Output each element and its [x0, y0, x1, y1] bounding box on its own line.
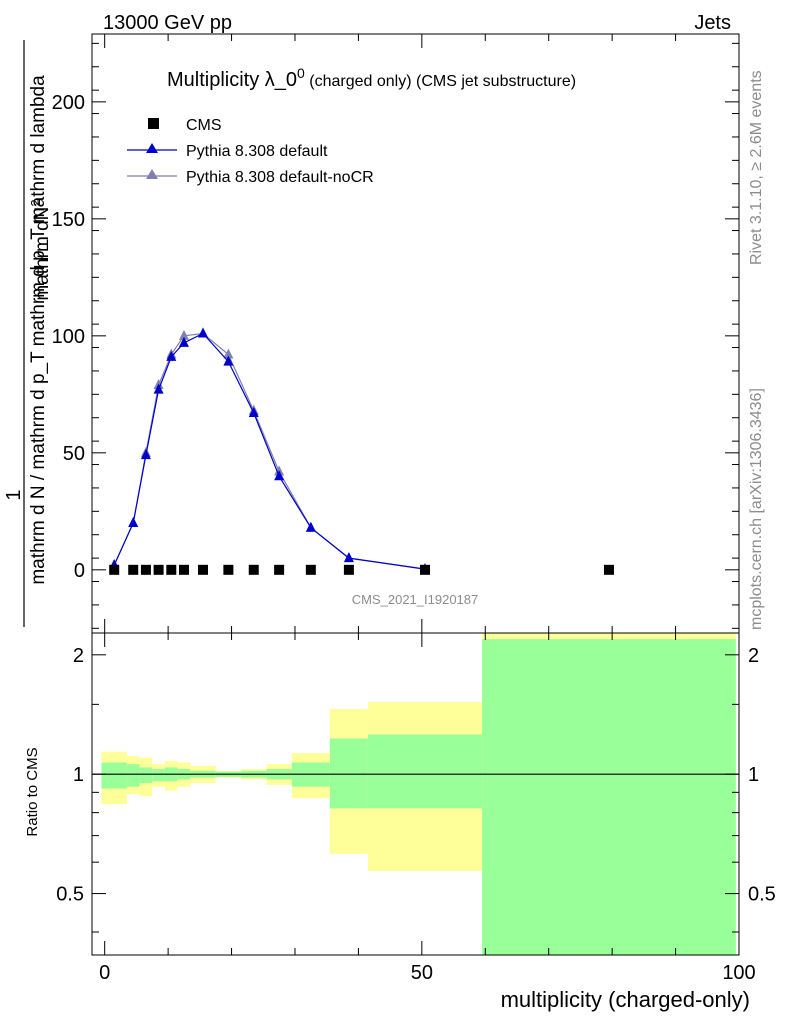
ratio-y-tick-label: 2: [73, 645, 84, 667]
x-tick-label: 0: [99, 962, 110, 984]
data-point-cms: [166, 564, 177, 575]
ratio-y-label: Ratio to CMS: [24, 747, 41, 836]
x-tick-label: 100: [722, 962, 755, 984]
data-point-default: [166, 350, 177, 361]
ratio-inner-band: [482, 639, 736, 955]
data-point-cms: [603, 564, 614, 575]
ratio-inner-band: [329, 738, 368, 809]
data-point-cms: [140, 564, 151, 575]
data-point-cms: [274, 564, 285, 575]
y-label-numerator-sup: 2: [28, 199, 43, 206]
rivet-version-label: Rivet 3.1.10, ≥ 2.6M events: [748, 70, 765, 265]
mcplots-label: mcplots.cern.ch [arXiv:1306.3436]: [748, 388, 765, 630]
main-y-tick-label: 200: [52, 92, 85, 114]
data-point-default: [305, 521, 316, 532]
data-point-cms: [178, 564, 189, 575]
plot-title-sub: (charged only) (CMS jet substructure): [305, 73, 576, 90]
data-point-default: [153, 383, 164, 394]
y-label-numerator: mathrm dN2: [28, 199, 53, 300]
plot-title: Multiplicity λ_00 (charged only) (CMS je…: [167, 65, 576, 91]
data-point-default: [343, 552, 354, 563]
ratio-inner-band: [139, 767, 153, 784]
ratio-tick-marks: 0.5 0.5 1 1 2 2 0 50 100: [56, 633, 776, 984]
ratio-bands: [92, 633, 739, 955]
ratio-panel: 0.5 0.5 1 1 2 2 0 50 100 Ratio to CMS multiplici…: [24, 632, 776, 1012]
legend-nocr-label: Pythia 8.308 default-noCR: [186, 169, 374, 186]
data-point-cms: [248, 564, 259, 575]
legend-default-label: Pythia 8.308 default: [186, 143, 328, 160]
data-point-cms: [223, 564, 234, 575]
ratio-y-tick-label: 0.5: [56, 884, 84, 906]
ratio-y-tick-label-right: 2: [748, 645, 759, 667]
legend-default-marker: [146, 143, 158, 153]
x-axis-label: multiplicity (charged-only): [501, 987, 750, 1012]
data-point-default: [198, 327, 209, 338]
y-label-numerator-text: mathrm dN: [32, 207, 53, 301]
data-point-cms: [420, 564, 431, 575]
analysis-watermark: CMS_2021_I1920187: [352, 592, 479, 607]
data-point-cms: [198, 564, 209, 575]
ratio-frame: [91, 632, 740, 956]
ratio-y-tick-label: 1: [73, 764, 84, 786]
ratio-inner-band: [126, 764, 140, 787]
legend: CMS Pythia 8.308 default Pythia 8.308 de…: [127, 117, 374, 186]
series-line-default: [113, 332, 426, 570]
data-point-cms: [109, 564, 120, 575]
data-point-default: [140, 449, 151, 460]
ratio-inner-band: [101, 762, 127, 789]
legend-cms-label: CMS: [186, 117, 222, 134]
ratio-inner-band: [152, 769, 165, 782]
main-y-tick-label: 0: [74, 560, 85, 582]
ratio-inner-band: [367, 734, 483, 809]
data-point-cms: [305, 564, 316, 575]
jets-label: Jets: [694, 12, 731, 34]
y-label-one: 1: [3, 489, 25, 500]
data-point-cms: [343, 564, 354, 575]
ratio-y-tick-label-right: 0.5: [748, 884, 776, 906]
data-point-cms: [128, 564, 139, 575]
data-point-default: [128, 517, 139, 528]
plot-title-sup: 0: [297, 65, 305, 81]
energy-label: 13000 GeV pp: [103, 12, 232, 34]
main-y-tick-label: 150: [52, 209, 85, 231]
main-y-axis-label: 1 mathrm dN2 mathrm d N / mathrm d p_T m…: [3, 40, 53, 627]
legend-nocr-marker: [146, 169, 158, 179]
data-point-nocr: [178, 329, 189, 340]
main-y-tick-label: 100: [52, 326, 85, 348]
main-series-layer: [109, 327, 614, 575]
plot-title-main: Multiplicity λ_0: [167, 69, 297, 91]
main-y-tick-label: 50: [63, 443, 85, 465]
ratio-y-tick-label-right: 1: [748, 764, 759, 786]
data-point-cms: [153, 564, 164, 575]
data-point-default: [223, 355, 234, 366]
y-label-denominator: mathrm d N / mathrm d p_T mathrm d p_T m…: [28, 75, 49, 585]
data-point-default: [178, 336, 189, 347]
x-tick-label: 50: [411, 962, 433, 984]
legend-cms-marker: [148, 118, 159, 129]
data-point-nocr: [223, 348, 234, 359]
data-point-default: [248, 407, 259, 418]
data-point-default: [274, 470, 285, 481]
